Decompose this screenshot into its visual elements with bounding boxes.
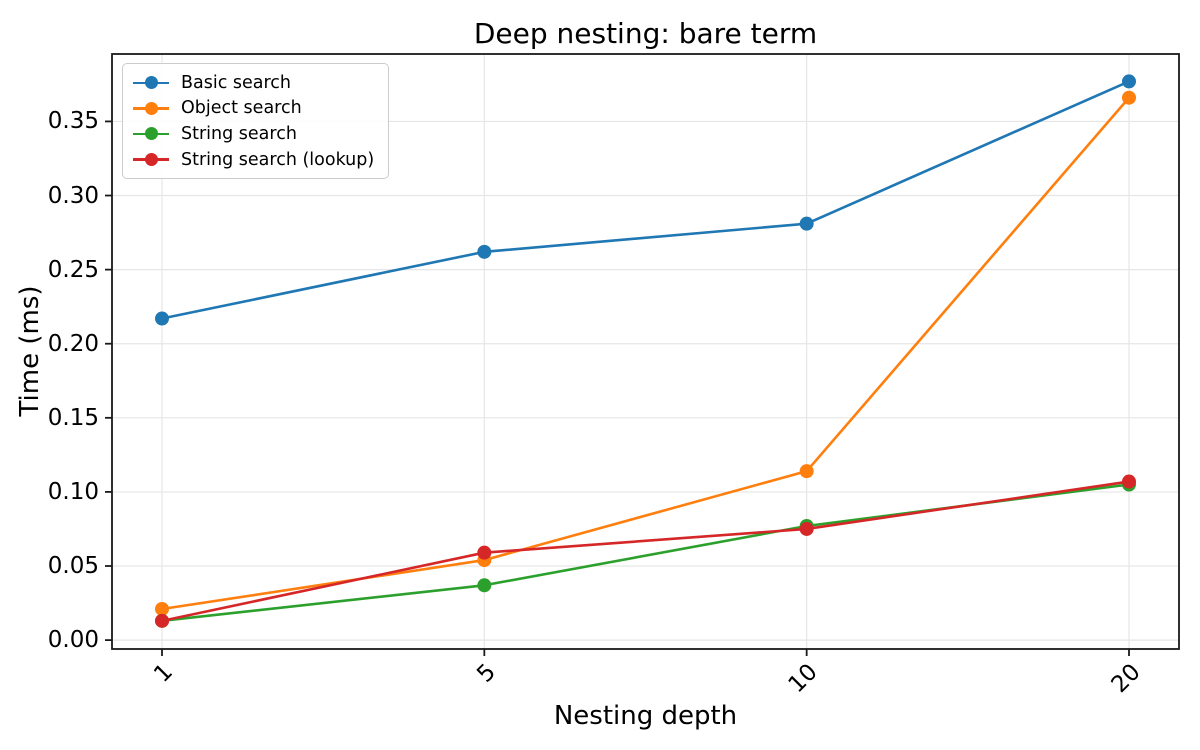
data-point (155, 601, 169, 616)
data-point (477, 545, 492, 560)
legend-line-marker-icon (133, 126, 169, 142)
y-tick-label: 0.35 (47, 108, 99, 135)
data-point (799, 521, 814, 536)
data-point (1122, 90, 1136, 105)
legend-line-marker-icon (133, 152, 169, 168)
data-point (155, 311, 169, 326)
data-point (1122, 74, 1136, 89)
legend-line-marker-icon (133, 75, 169, 91)
data-point (477, 244, 492, 259)
series-line-string-search (160, 483, 1131, 623)
y-tick-label: 0.10 (47, 478, 99, 505)
legend-item: String search (lookup) (133, 147, 374, 173)
legend-line-marker-icon (133, 100, 169, 116)
y-tick-label: 0.00 (47, 627, 99, 654)
y-tick-label: 0.15 (47, 404, 99, 431)
data-point (477, 578, 492, 593)
legend-item: Object search (133, 96, 374, 122)
axes-frame (111, 53, 1180, 650)
data-point (799, 216, 814, 231)
chart-title: Deep nesting: bare term (473, 17, 818, 50)
legend-label: String search (lookup) (181, 149, 375, 170)
data-point (155, 613, 169, 628)
y-tick-label: 0.05 (47, 553, 99, 579)
legend-label: Object search (181, 98, 302, 119)
legend-label: String search (181, 123, 297, 144)
data-point (1122, 474, 1136, 489)
legend-label: Basic search (181, 72, 292, 93)
series-line-string-search-lookup (160, 480, 1131, 623)
x-axis-label: Nesting depth (553, 701, 738, 731)
legend-item: Basic search (133, 70, 374, 96)
series-line-basic-search (160, 80, 1131, 320)
y-tick-label: 0.30 (47, 182, 99, 209)
data-point (799, 464, 814, 479)
y-tick-label: 0.25 (47, 256, 99, 283)
legend-item: String search (133, 121, 374, 147)
legend: Basic search Object search String search St… (122, 63, 390, 180)
y-tick-label: 0.20 (47, 330, 99, 357)
series-line-object-search (160, 96, 1131, 611)
